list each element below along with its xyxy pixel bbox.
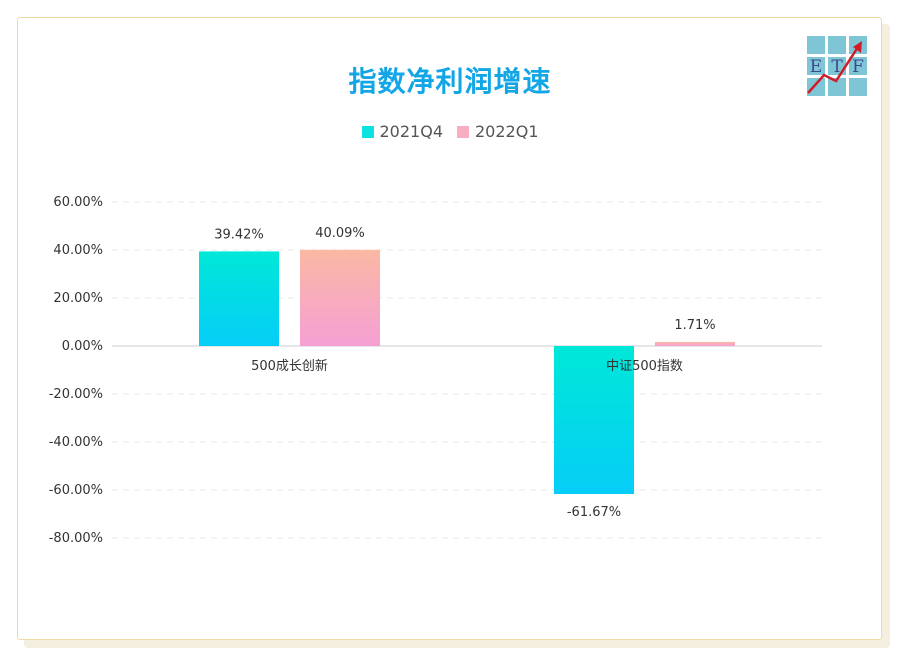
- x-category-label: 中证500指数: [606, 359, 683, 374]
- x-category-label: 500成长创新: [251, 358, 328, 374]
- bar-2021q4-0[interactable]: [199, 251, 279, 346]
- chart-legend: 2021Q4 2022Q1: [0, 122, 900, 141]
- legend-label-2022q1: 2022Q1: [475, 122, 539, 141]
- legend-item-2021q4[interactable]: 2021Q4: [361, 122, 444, 141]
- y-tick-label: 40.00%: [53, 243, 103, 258]
- y-tick-label: -40.00%: [49, 435, 103, 450]
- data-label: 1.71%: [674, 318, 715, 333]
- legend-swatch-2021q4: [361, 125, 374, 138]
- chart-title: 指数净利润增速: [348, 65, 552, 98]
- data-label: 39.42%: [214, 227, 264, 242]
- chart-card: [17, 17, 882, 640]
- legend-label-2021q4: 2021Q4: [379, 122, 444, 141]
- y-tick-label: 0.00%: [62, 339, 103, 354]
- data-label: -61.67%: [567, 505, 621, 520]
- data-label: 40.09%: [315, 226, 365, 241]
- y-tick-label: -60.00%: [49, 483, 103, 498]
- logo-letter-e: E: [810, 57, 822, 77]
- legend-item-2022q1[interactable]: 2022Q1: [457, 122, 539, 141]
- etf-logo-icon: E T F: [806, 35, 868, 97]
- y-tick-label: -80.00%: [49, 531, 103, 546]
- logo-letter-f: F: [852, 57, 864, 77]
- logo-letter-t: T: [831, 57, 843, 77]
- bar-2022q1-0[interactable]: [300, 249, 380, 346]
- legend-swatch-2022q1: [457, 125, 469, 138]
- bar-2021q4-1[interactable]: [554, 346, 634, 495]
- y-tick-label: 60.00%: [53, 195, 103, 210]
- y-tick-label: 20.00%: [53, 291, 103, 306]
- bar-2022q1-1[interactable]: [655, 341, 735, 346]
- y-tick-label: -20.00%: [49, 387, 103, 402]
